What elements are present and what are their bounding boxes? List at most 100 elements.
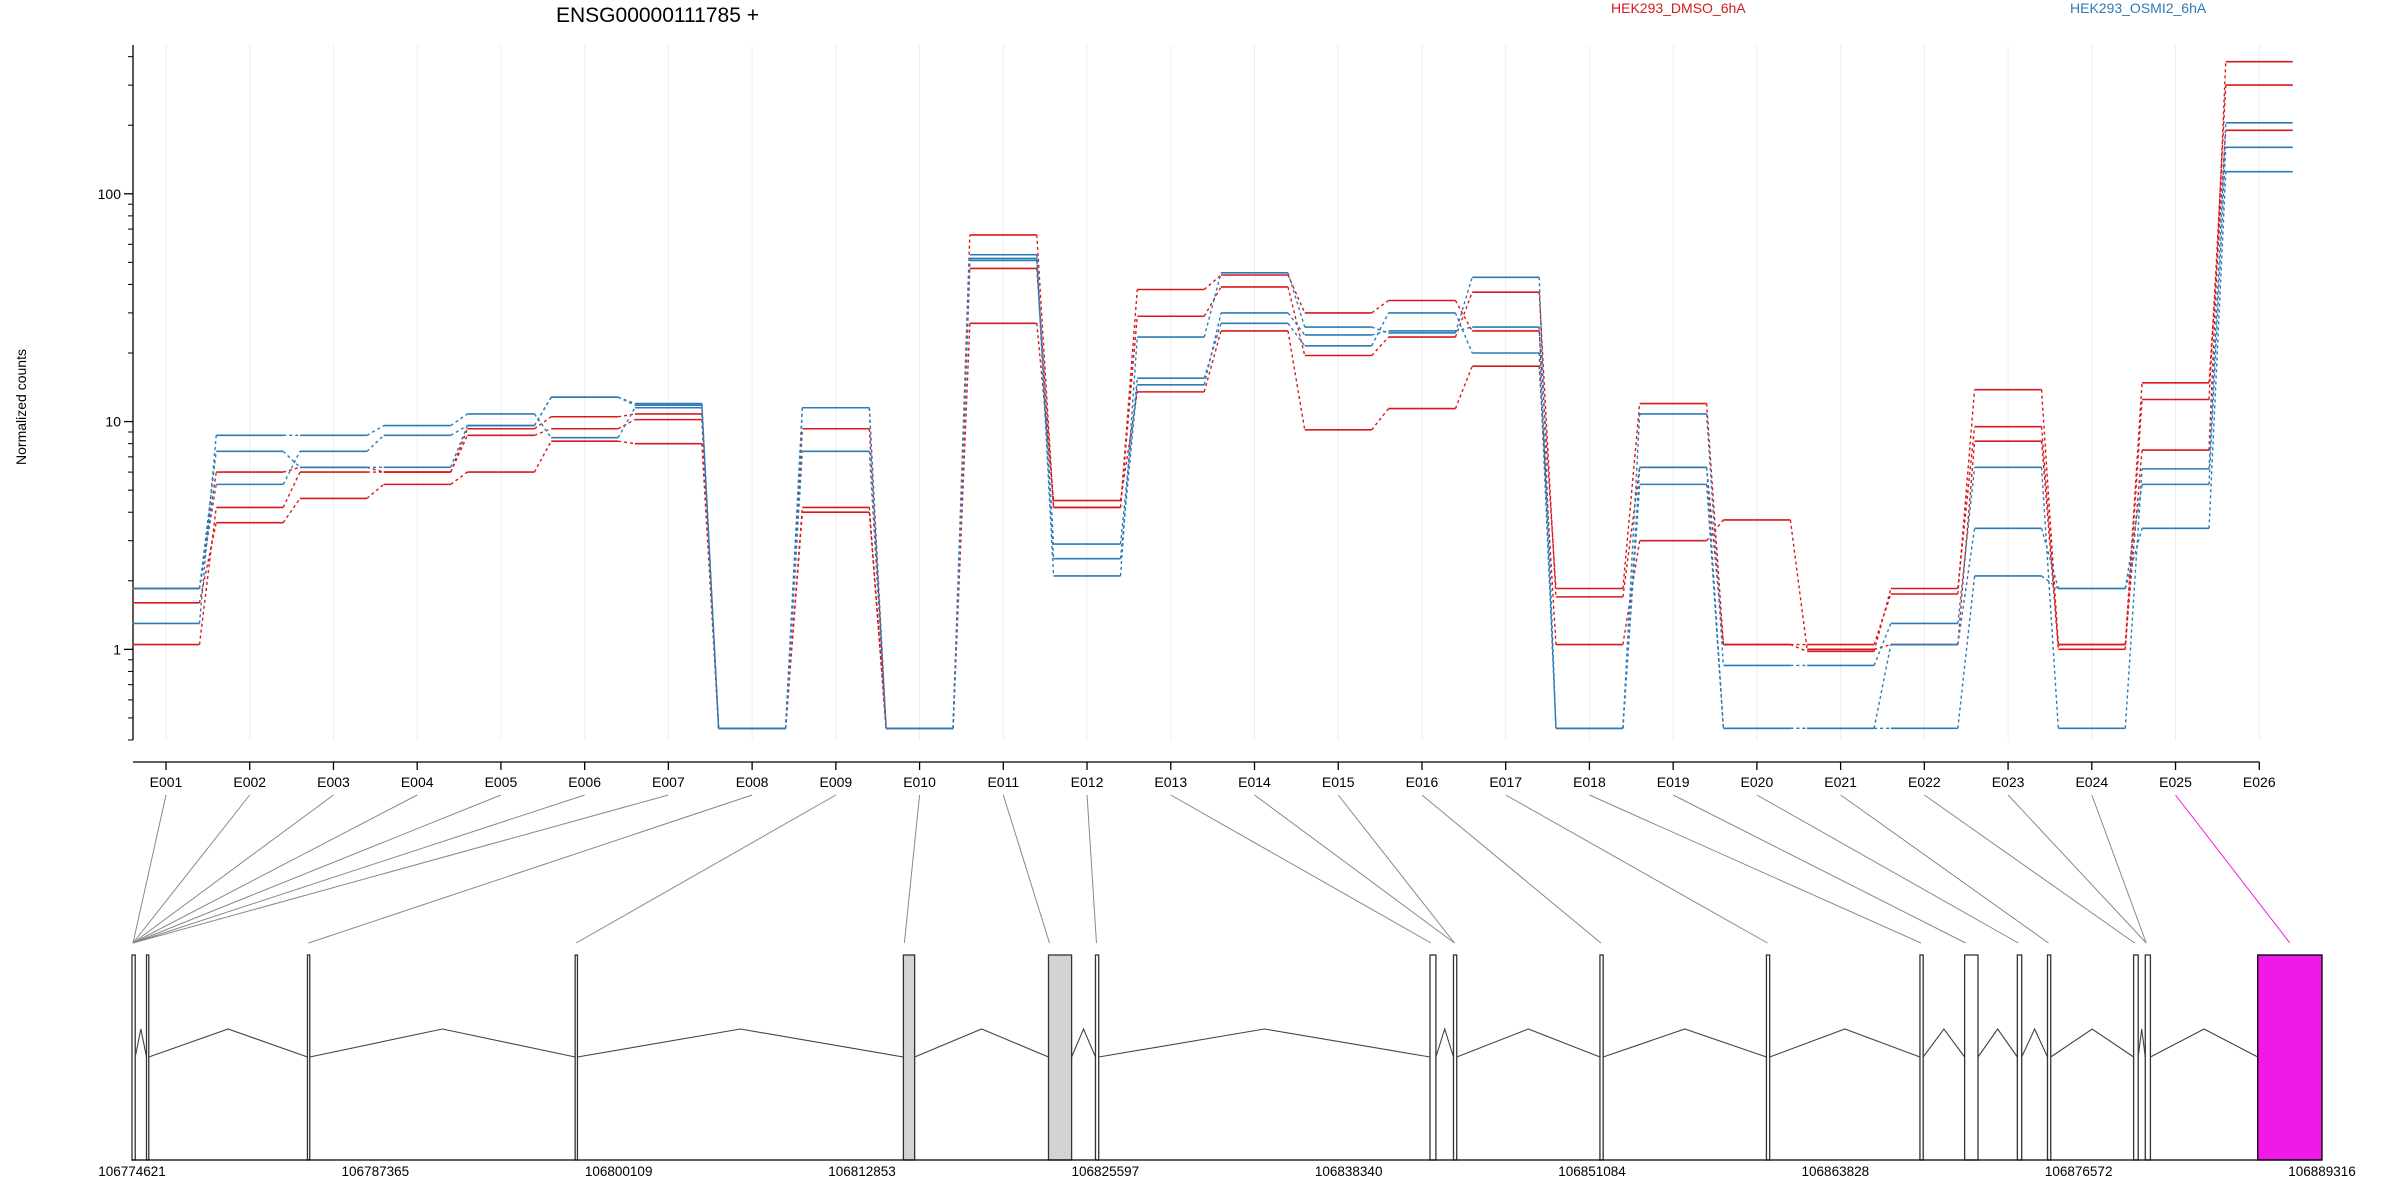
exon-label-e012: E012: [1071, 774, 1104, 790]
series-connector: [1119, 384, 1138, 559]
series-connector: [1203, 330, 1222, 393]
series-connector: [2041, 575, 2059, 590]
series-connector: [1957, 528, 1976, 645]
connector-e017: [1505, 794, 1768, 944]
series-connector: [1622, 467, 1641, 729]
exon-label-e018: E018: [1573, 774, 1606, 790]
intron-line: [1977, 1028, 2018, 1058]
series-connector: [1957, 426, 1976, 589]
series-connector: [198, 451, 217, 589]
coord-label-8: 106876572: [2045, 1164, 2113, 1179]
connector-e025: [2175, 794, 2291, 944]
intron-line: [2021, 1027, 2049, 1058]
series-connector: [2124, 468, 2143, 729]
genomic-coordinate-axis: 106774621 106787365 106800109 106812853 1068…: [98, 1159, 2356, 1179]
series-connector: [868, 507, 887, 729]
exon-label-e025: E025: [2159, 774, 2192, 790]
exon-label-e007: E007: [652, 774, 685, 790]
series-connector: [533, 396, 552, 426]
series-connector: [450, 471, 468, 485]
series-connector: [2040, 528, 2059, 589]
exon-block-3: [306, 954, 311, 1161]
series-connector: [1957, 389, 1976, 595]
connector-e018: [1589, 794, 1922, 944]
series-connector: [1371, 408, 1390, 431]
series-connector: [1203, 286, 1222, 317]
exon-label-e019: E019: [1657, 774, 1690, 790]
exon-label-e002: E002: [233, 774, 266, 790]
series-connector: [952, 258, 971, 729]
series-connector: [1873, 643, 1892, 651]
exon-block-1: [131, 954, 136, 1161]
intron-line: [1456, 1028, 1601, 1058]
y-axis-label: Normalized counts: [13, 349, 29, 465]
connector-e015: [1337, 794, 1455, 944]
series-connector: [366, 483, 385, 499]
series-connector: [1538, 352, 1557, 729]
connector-e014: [1254, 794, 1455, 944]
series-hek293_dmso_6ha-2: [132, 129, 2293, 730]
exon-connectors: [132, 794, 2291, 944]
intron-line: [2137, 1028, 2146, 1058]
coord-label-1: 106787365: [342, 1164, 410, 1179]
exon-label-e006: E006: [568, 774, 601, 790]
exon-block-15: [2046, 954, 2052, 1161]
series-connector: [1036, 258, 1055, 576]
gene-model: [131, 954, 2323, 1161]
series-hek293_osmi2_6ha-4: [132, 146, 2293, 730]
series-connector: [1203, 274, 1222, 291]
series-connector: [282, 450, 301, 468]
series-connector: [617, 407, 636, 438]
intron-line: [1098, 1028, 1431, 1058]
series-connector: [1119, 289, 1138, 508]
series-connector: [450, 428, 469, 473]
intron-line: [309, 1028, 576, 1058]
connector-e010: [903, 794, 921, 944]
series-connector: [1622, 413, 1641, 729]
intron-line: [1603, 1028, 1767, 1058]
series-connector: [1287, 322, 1306, 347]
x-axis: E001 E002 E003 E004 E005 E006 E007 E008 E009 E010…: [133, 761, 2276, 790]
intron-line: [1071, 1027, 1096, 1058]
series-connector: [1538, 292, 1557, 597]
legend-entry-dmso: HEK293_DMSO_6hA: [1611, 0, 1746, 16]
connector-e024: [2091, 794, 2147, 944]
series-connector: [1538, 330, 1557, 589]
series-connector: [198, 507, 217, 645]
exon-label-e026: E026: [2243, 774, 2276, 790]
series-connector: [533, 413, 552, 439]
coord-label-2: 106800109: [585, 1164, 653, 1179]
intron-line: [148, 1028, 308, 1058]
series-connector: [283, 466, 301, 473]
connector-e004: [132, 794, 418, 944]
series-connector: [2124, 528, 2143, 589]
connector-e019: [1672, 794, 1966, 944]
series-connector: [617, 418, 636, 430]
series-connector: [450, 425, 468, 436]
series-connector: [1790, 643, 1808, 653]
y-tick-label-1: 1: [113, 641, 121, 657]
exon-label-e023: E023: [1992, 774, 2025, 790]
connector-e002: [132, 794, 251, 944]
series-connector: [2124, 449, 2143, 645]
intron-line: [2050, 1028, 2134, 1058]
exon-block-16: [2132, 954, 2139, 1161]
series-hek293_dmso_6ha-1: [132, 60, 2293, 730]
series-connector: [868, 451, 887, 729]
series-connector: [282, 451, 301, 485]
exon-block-8: [1429, 954, 1437, 1161]
series-connector: [617, 396, 636, 405]
series-connector: [1622, 467, 1641, 597]
connector-e001: [132, 794, 167, 944]
connector-e008: [308, 794, 753, 944]
series-connector: [1371, 336, 1389, 356]
exon-label-e005: E005: [485, 774, 518, 790]
exon-block-18: [2257, 954, 2323, 1161]
connector-e012: [1086, 794, 1097, 944]
series-hek293_osmi2_6ha-3: [132, 121, 2293, 730]
exon-label-e014: E014: [1238, 774, 1271, 790]
series-connector: [1119, 337, 1138, 577]
series-connector: [1287, 312, 1306, 336]
series-connector: [1705, 413, 1725, 666]
exon-label-e022: E022: [1908, 774, 1941, 790]
